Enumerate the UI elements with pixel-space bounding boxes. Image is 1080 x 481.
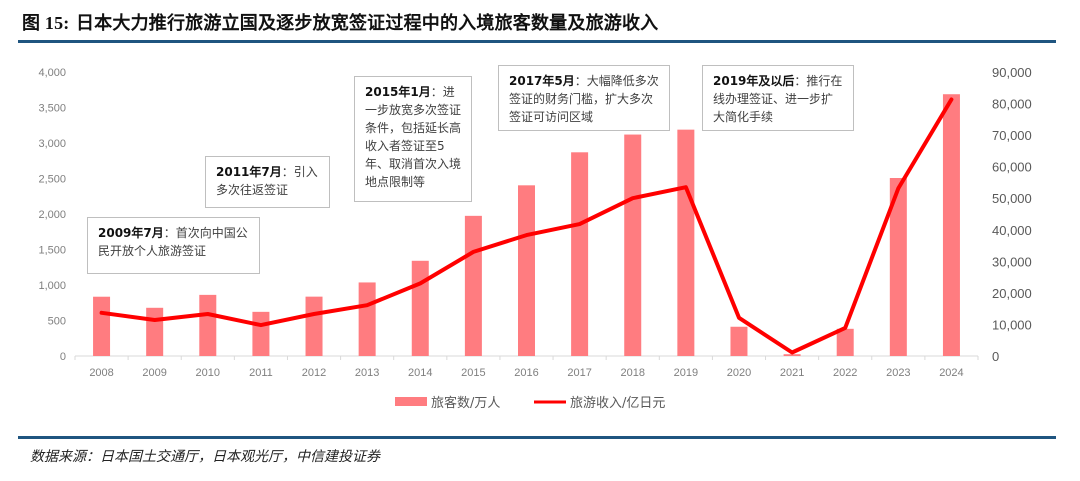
bar-2023: [889, 178, 907, 356]
x-tick-label: 2012: [302, 367, 326, 379]
bar-2013: [358, 282, 376, 356]
x-tick-label: 2014: [408, 367, 432, 379]
top-rule: [18, 40, 1056, 43]
right-tick-label: 10,000: [992, 317, 1032, 332]
x-tick-label: 2008: [89, 367, 113, 379]
x-tick-label: 2018: [620, 367, 644, 379]
x-tick-label: 2009: [142, 367, 166, 379]
annotation-2019: 2019年及以后：推行在线办理签证、进一步扩大简化手续: [702, 65, 854, 131]
left-tick-label: 0: [60, 351, 66, 363]
bar-2014: [411, 260, 429, 356]
left-tick-label: 500: [48, 316, 66, 328]
left-tick-label: 1,500: [38, 245, 66, 257]
line-series: [99, 97, 954, 355]
x-tick-label: 2024: [939, 367, 963, 379]
right-tick-label: 40,000: [992, 223, 1032, 238]
left-tick-label: 3,500: [38, 103, 66, 115]
left-tick-label: 3,000: [38, 138, 66, 150]
x-tick-label: 2021: [780, 367, 804, 379]
axes: 0 500 1,000 1,500 2,000 2,500 3,000 3,500 4,000 0…: [38, 65, 1031, 379]
x-tick-label: 2020: [727, 367, 751, 379]
right-tick-label: 70,000: [992, 128, 1032, 143]
bar-2016: [518, 185, 535, 356]
x-tick-label: 2015: [461, 367, 485, 379]
bottom-rule: [18, 436, 1056, 439]
bar-2021: [783, 354, 801, 356]
left-tick-label: 2,500: [38, 174, 66, 186]
bar-2010: [199, 294, 217, 356]
left-tick-label: 4,000: [38, 67, 66, 79]
annotation-2009: 2009年7月：首次向中国公民开放个人旅游签证: [87, 217, 260, 274]
bar-2022: [836, 328, 854, 356]
bar-2012: [305, 296, 323, 356]
x-tick-label: 2017: [567, 367, 591, 379]
right-tick-label: 20,000: [992, 286, 1032, 301]
right-tick-label: 60,000: [992, 160, 1032, 175]
data-source: 数据来源：日本国土交通厅，日本观光厅，中信建投证券: [30, 449, 380, 465]
bar-2009: [146, 307, 164, 356]
bar-2018: [624, 134, 642, 356]
legend-label-line: 旅游收入/亿日元: [570, 396, 665, 411]
annotation-2015: 2015年1月：进一步放宽多次签证条件，包括延长高收入者签证至5年、取消首次入境…: [354, 76, 472, 202]
bar-2015: [464, 215, 482, 356]
left-tick-label: 1,000: [38, 280, 66, 292]
bar-2011: [252, 311, 270, 356]
right-tick-label: 30,000: [992, 254, 1032, 269]
right-tick-label: 0: [992, 349, 999, 364]
legend-label-bar: 旅客数/万人: [431, 395, 500, 411]
legend: 旅客数/万人 旅游收入/亿日元: [395, 395, 665, 411]
x-tick-label: 2023: [886, 367, 910, 379]
annotation-2017: 2017年5月：大幅降低多次签证的财务门槛，扩大多次签证可访问区域: [498, 65, 670, 131]
legend-swatch-bar: [395, 397, 427, 406]
x-tick-label: 2022: [833, 367, 857, 379]
x-tick-label: 2016: [514, 367, 538, 379]
bar-2019: [677, 129, 695, 356]
x-tick-label: 2010: [196, 367, 220, 379]
x-tick-label: 2011: [249, 367, 273, 379]
x-tick-label: 2013: [355, 367, 379, 379]
x-tick-label: 2019: [674, 367, 698, 379]
right-tick-label: 80,000: [992, 97, 1032, 112]
annotation-2011: 2011年7月：引入多次往返签证: [205, 156, 330, 208]
bar-2020: [730, 326, 748, 356]
bar-2017: [571, 152, 589, 356]
figure-title-text: 日本大力推行旅游立国及逐步放宽签证过程中的入境旅客数量及旅游收入: [75, 13, 659, 34]
figure-label: 图 15:: [22, 13, 70, 33]
bar-2008: [93, 296, 111, 356]
left-tick-label: 2,000: [38, 209, 66, 221]
figure-title: 图 15: 日本大力推行旅游立国及逐步放宽签证过程中的入境旅客数量及旅游收入: [22, 9, 658, 35]
bar-2024: [942, 94, 960, 357]
right-tick-label: 50,000: [992, 191, 1032, 206]
right-tick-label: 90,000: [992, 65, 1032, 80]
